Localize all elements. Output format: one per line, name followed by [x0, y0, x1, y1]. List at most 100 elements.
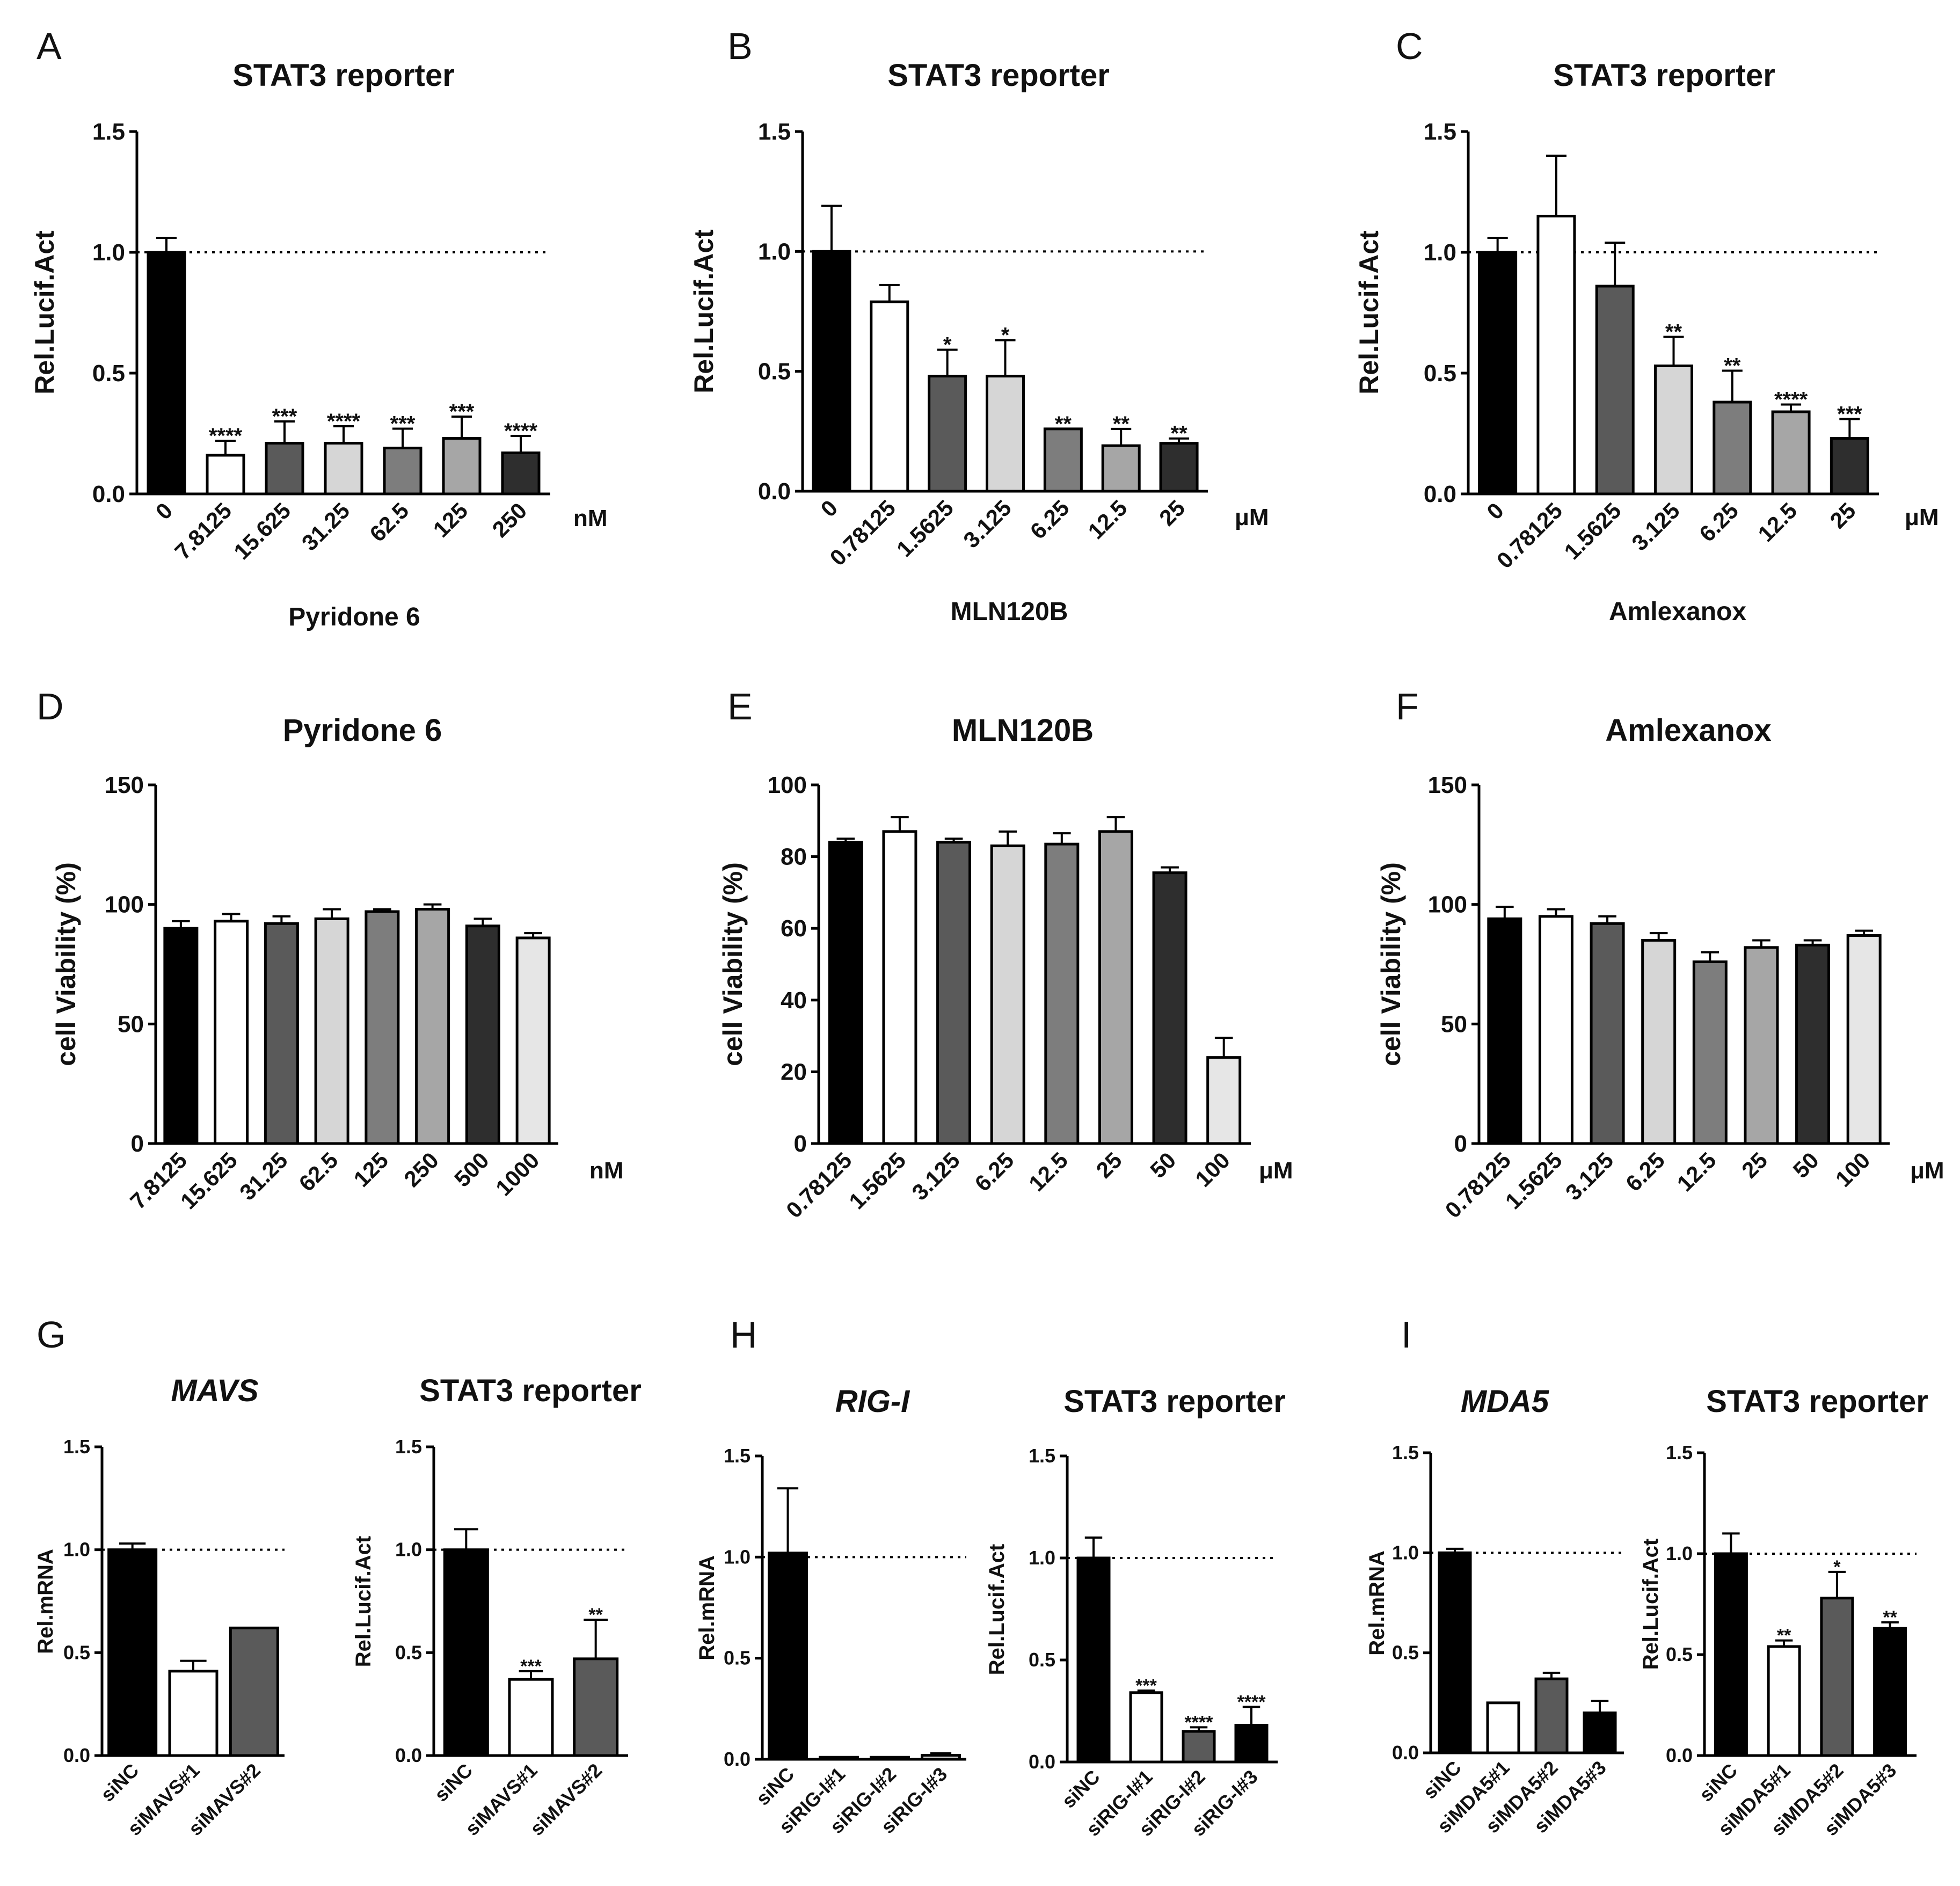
bar: [1744, 946, 1779, 1145]
y-tick-label: 100: [105, 892, 144, 918]
bar: [163, 927, 199, 1145]
bar: [828, 841, 863, 1145]
bar: [383, 447, 422, 496]
significance-label: ****: [1237, 1692, 1266, 1712]
significance-label: **: [1171, 422, 1188, 446]
x-axis-title: Pyridone 6: [288, 603, 420, 631]
bar: [928, 375, 967, 493]
y-tick-label: 20: [781, 1059, 807, 1085]
y-tick-label: 0.0: [758, 478, 791, 505]
x-tick-label: 50: [1145, 1147, 1181, 1183]
chart-panel-c: C STAT3 reporter Rel.Lucif.Act 0.0 0.5 1.0 1.5…: [1354, 25, 1939, 626]
significance-label: **: [1724, 354, 1741, 378]
bar: [573, 1657, 619, 1757]
bar: [168, 1670, 218, 1757]
x-tick-label: 62.5: [294, 1147, 343, 1196]
bar: [314, 917, 349, 1145]
chart-panel-e: E MLN120B cell Viability (%) 0 20 40 60 80 100 0.…: [718, 686, 1293, 1223]
significance-label: *: [1833, 1557, 1841, 1577]
y-axis-label: Rel.mRNA: [1365, 1550, 1389, 1656]
y-tick-label: 0.5: [1029, 1649, 1055, 1671]
chart-title: RIG-I: [835, 1384, 910, 1419]
bar: [1771, 410, 1811, 496]
bar: [990, 844, 1025, 1145]
unit-label: μM: [1910, 1157, 1944, 1184]
chart-title: MAVS: [171, 1373, 259, 1408]
x-tick-label: 0: [1482, 498, 1509, 525]
bar: [1846, 934, 1882, 1145]
chart-panel-h: HRIG-IRel.mRNA0.00.51.01.5siNCsiRIG-I#1s…: [695, 1314, 966, 1838]
bar: [443, 1548, 489, 1757]
unit-label: μM: [1259, 1157, 1293, 1184]
bar: [1098, 830, 1133, 1145]
bar: [986, 375, 1025, 493]
y-tick-label: 1.5: [92, 119, 125, 145]
y-tick-label: 0.5: [1424, 360, 1456, 387]
bar: [147, 251, 186, 496]
bar: [1534, 1677, 1569, 1754]
chart-panel-11-reporter: STAT3 reporter Rel.Lucif.Act 0.0 0.5 1.0 1.5 s…: [1639, 1384, 1928, 1840]
bar: [515, 936, 551, 1145]
y-tick-label: 1.0: [395, 1539, 422, 1561]
x-tick-label: siNC: [96, 1759, 143, 1806]
chart-panel-g: GMAVSRel.mRNA0.00.51.01.5siNCsiMAVS#1siM…: [34, 1314, 285, 1840]
y-tick-label: 0.0: [92, 481, 125, 507]
x-tick-label: 6.25: [1621, 1147, 1670, 1196]
y-tick-label: 1.5: [1029, 1445, 1055, 1467]
y-tick-label: 0.0: [1029, 1751, 1055, 1773]
chart-panel-b: B STAT3 reporter Rel.Lucif.Act 0.0 0.5 1.0 1.5…: [689, 25, 1269, 626]
significance-label: ****: [327, 410, 361, 433]
chart-title: STAT3 reporter: [232, 58, 455, 93]
bar: [1206, 1056, 1242, 1145]
bar: [1076, 1556, 1111, 1764]
bar: [229, 1626, 279, 1757]
bar: [921, 1753, 961, 1761]
unit-label: nM: [589, 1157, 624, 1184]
y-tick-label: 1.5: [1666, 1441, 1693, 1463]
bar: [1820, 1597, 1854, 1757]
chart-panel-a: A STAT3 reporter Rel.Lucif.Act 0.0 0.5 1.0 1.5…: [30, 25, 608, 631]
y-tick-label: 1.0: [724, 1546, 751, 1568]
panel-letter: H: [730, 1314, 757, 1356]
panel-letter: B: [727, 25, 753, 67]
significance-label: ***: [272, 405, 297, 428]
y-axis-label: Rel.Lucif.Act: [1639, 1539, 1663, 1670]
bar: [214, 920, 249, 1145]
x-tick-label: 1000: [491, 1147, 544, 1200]
y-tick-label: 0.5: [395, 1641, 422, 1663]
x-tick-label: 25: [1091, 1147, 1127, 1183]
x-tick-label: 12.5: [1024, 1147, 1073, 1196]
significance-label: **: [1777, 1626, 1791, 1646]
significance-label: **: [1883, 1607, 1897, 1628]
bar: [365, 910, 400, 1145]
bar: [501, 452, 541, 496]
bar: [265, 442, 304, 496]
bar: [882, 830, 917, 1145]
bar: [415, 908, 450, 1145]
x-tick-label: 3.125: [1627, 498, 1685, 556]
y-axis-label: cell Viability (%): [1376, 862, 1406, 1066]
y-axis-label: Rel.Lucif.Act: [985, 1544, 1009, 1675]
bar: [1159, 442, 1199, 493]
significance-label: **: [1113, 412, 1130, 436]
x-tick-label: 15.625: [229, 498, 295, 564]
x-tick-label: 100: [1831, 1147, 1875, 1192]
x-tick-label: 15.625: [176, 1147, 242, 1214]
y-tick-label: 1.0: [92, 239, 125, 266]
y-tick-label: 50: [1441, 1011, 1467, 1037]
x-tick-label: 62.5: [365, 498, 413, 547]
y-axis-label: Rel.Lucif.Act: [689, 229, 719, 394]
significance-label: ***: [390, 412, 416, 436]
bar: [1536, 215, 1576, 496]
x-tick-label: 1.5625: [844, 1147, 910, 1214]
bar: [1182, 1730, 1216, 1764]
y-tick-label: 0: [1454, 1131, 1467, 1157]
significance-label: **: [1665, 321, 1682, 344]
y-tick-label: 1.5: [1392, 1441, 1419, 1463]
bar: [1438, 1551, 1472, 1754]
x-tick-label: 7.8125: [170, 498, 236, 564]
x-tick-label: 6.25: [1025, 495, 1074, 544]
y-tick-label: 0.5: [758, 359, 791, 385]
bar: [812, 250, 851, 493]
